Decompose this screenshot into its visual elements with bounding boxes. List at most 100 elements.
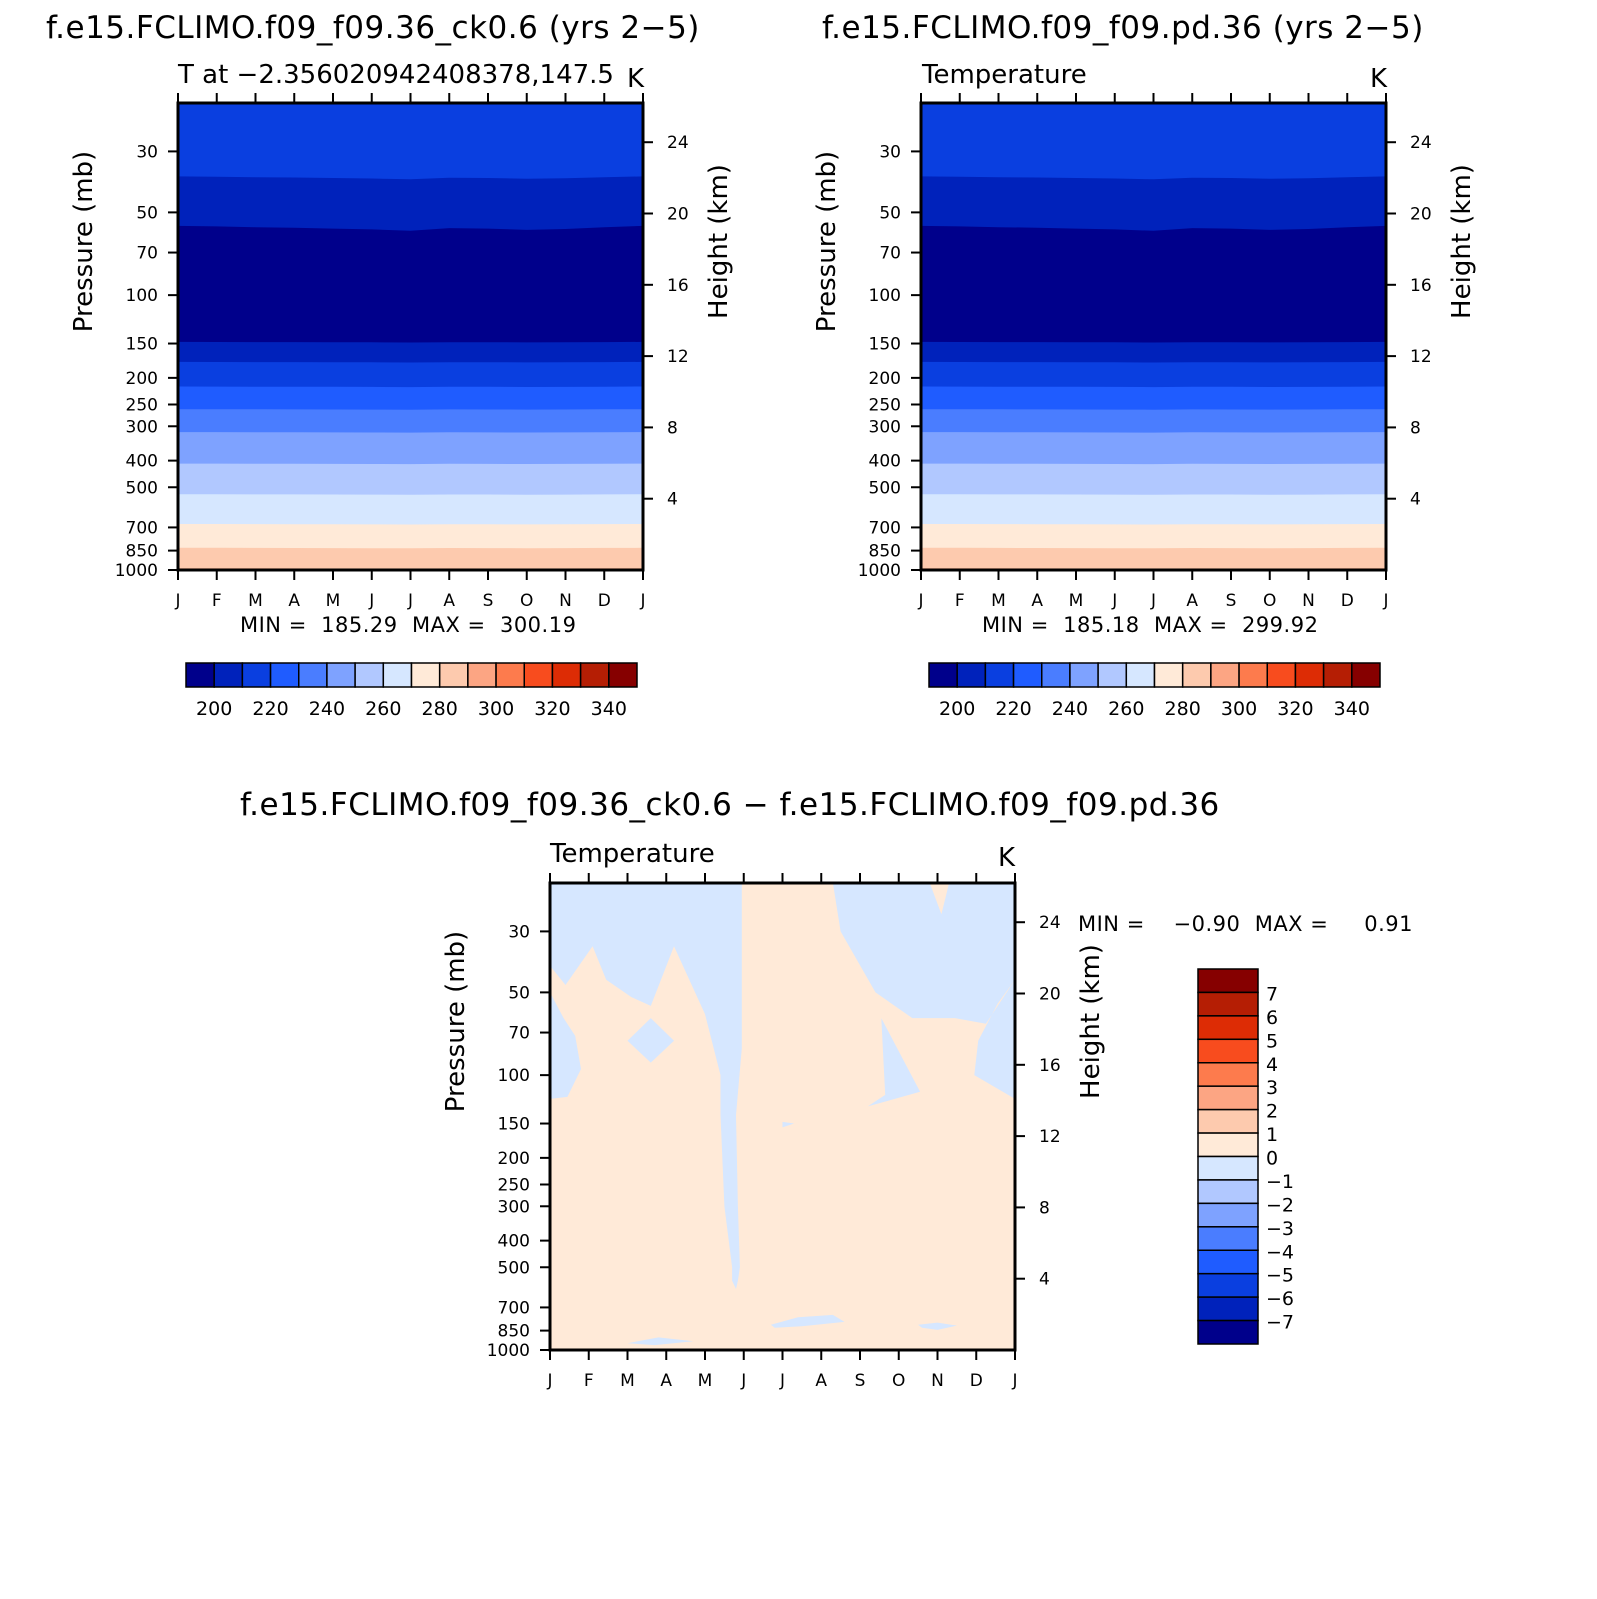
y-right-tick-label: 4 [1410, 490, 1421, 510]
x-tick-label: F [584, 1371, 594, 1391]
colorbar-swatch [213, 662, 244, 688]
x-tick-label: M [620, 1371, 635, 1391]
y-axis-title: Pressure (mb) [812, 151, 842, 332]
y-right-tick-label: 20 [1039, 985, 1061, 1005]
x-tick-label: N [931, 1371, 944, 1391]
x-tick-label: A [815, 1371, 827, 1391]
contour-band [178, 547, 643, 570]
y-tick-label: 400 [869, 452, 901, 472]
y-tick-label: 500 [869, 478, 901, 498]
y-tick-label: 850 [498, 1322, 530, 1342]
colorbar-swatch [1197, 1038, 1259, 1064]
colorbar-swatch [1197, 1015, 1259, 1041]
colorbar-swatch [1197, 968, 1259, 994]
x-tick-label: F [212, 591, 222, 611]
y-tick-label: 1000 [487, 1341, 530, 1361]
y-right-tick-label: 16 [667, 276, 689, 296]
colorbar-swatch [326, 662, 356, 688]
colorbar-label: −5 [1266, 1265, 1294, 1287]
colorbar: 200 220 240 260 280 300 320 340 [185, 662, 638, 720]
x-tick-label: M [991, 591, 1006, 611]
colorbar-label: 260 [1108, 698, 1144, 720]
colorbar-swatch [1197, 1155, 1259, 1181]
x-tick-label: S [483, 591, 494, 611]
colorbar-swatch [185, 662, 215, 688]
y-tick-label: 400 [498, 1232, 530, 1252]
colorbar-label: 340 [1334, 698, 1370, 720]
x-tick-label: D [970, 1371, 983, 1391]
x-tick-label: M [326, 591, 341, 611]
colorbar-swatch [382, 662, 413, 688]
x-tick-label: S [1226, 591, 1237, 611]
x-tick-label: J [740, 1371, 746, 1391]
x-tick-label: J [174, 591, 180, 611]
colorbar-label: 300 [1221, 698, 1257, 720]
colorbar-label: 200 [939, 698, 975, 720]
y-tick-label: 250 [869, 396, 901, 416]
y-tick-label: 250 [498, 1176, 530, 1196]
contour-region-negative [770, 1314, 845, 1328]
panel3-minmax: MIN = −0.90 MAX = 0.91 [1078, 912, 1413, 936]
colorbar-label: −1 [1266, 1171, 1294, 1193]
colorbar-swatch [1197, 1179, 1259, 1205]
y-tick-label: 200 [498, 1149, 530, 1169]
colorbar-swatch [354, 662, 385, 688]
y-tick-label: 300 [498, 1197, 530, 1217]
colorbar-swatch [269, 662, 300, 688]
colorbar-label: 7 [1266, 983, 1278, 1005]
chart-panel-1: J F M A M J J A S O N D J305070100150200250300400500… [69, 93, 734, 720]
x-tick-label: J [546, 1371, 552, 1391]
x-tick-label: F [955, 591, 965, 611]
colorbar-swatch [1238, 662, 1268, 688]
y-tick-label: 50 [508, 983, 530, 1003]
x-tick-label: J [368, 591, 374, 611]
x-tick-label: A [443, 591, 455, 611]
colorbar-label: 320 [534, 698, 570, 720]
colorbar-label: 280 [1165, 698, 1201, 720]
y-right-tick-label: 4 [667, 490, 678, 510]
colorbar-swatch [928, 662, 958, 688]
y-right-tick-label: 8 [667, 418, 678, 438]
colorbar-swatch [298, 662, 328, 688]
chart-panel-3: J F M A M J J A S O N D J305070100150200250300400500… [441, 873, 1294, 1391]
y-right-tick-label: 4 [1039, 1270, 1050, 1290]
y-tick-label: 150 [498, 1115, 530, 1135]
y-right-tick-label: 24 [667, 133, 689, 153]
x-tick-label: N [1302, 591, 1315, 611]
y-tick-label: 850 [126, 542, 158, 562]
colorbar-label: 2 [1266, 1101, 1278, 1123]
colorbar: 200 220 240 260 280 300 320 340 [928, 662, 1381, 720]
y-right-tick-label: 24 [1039, 913, 1061, 933]
colorbar-swatch [1097, 662, 1128, 688]
colorbar-swatch [1294, 662, 1325, 688]
y-right-axis-title: Height (km) [1076, 944, 1106, 1099]
y-tick-label: 70 [508, 1024, 530, 1044]
contour-band [921, 547, 1386, 570]
colorbar-label: −7 [1266, 1312, 1294, 1334]
colorbar-label: 220 [252, 698, 288, 720]
y-tick-label: 100 [126, 286, 158, 306]
colorbar-label: 5 [1266, 1030, 1278, 1052]
x-tick-label: S [855, 1371, 866, 1391]
y-tick-label: 500 [498, 1258, 530, 1278]
colorbar-swatch [1041, 662, 1071, 688]
colorbar-swatch [1153, 662, 1184, 688]
y-right-tick-label: 20 [1410, 205, 1432, 225]
contour-region-negative [627, 1018, 674, 1063]
colorbar-swatch [1266, 662, 1297, 688]
colorbar-swatch [241, 662, 272, 688]
colorbar-label: 300 [478, 698, 514, 720]
colorbar-swatch [1197, 1132, 1259, 1158]
y-right-tick-label: 12 [1410, 347, 1432, 367]
colorbar-swatch [1351, 662, 1381, 688]
contour-fill [921, 103, 1386, 570]
y-tick-label: 50 [879, 203, 901, 223]
colorbar-swatch [1197, 1108, 1259, 1134]
y-tick-label: 400 [126, 452, 158, 472]
colorbar-swatch [1197, 1319, 1259, 1345]
panel3-units: K [998, 843, 1016, 873]
colorbar-swatch [467, 662, 497, 688]
y-right-tick-label: 20 [667, 205, 689, 225]
x-tick-label: J [1150, 591, 1156, 611]
colorbar-label: 240 [1052, 698, 1088, 720]
